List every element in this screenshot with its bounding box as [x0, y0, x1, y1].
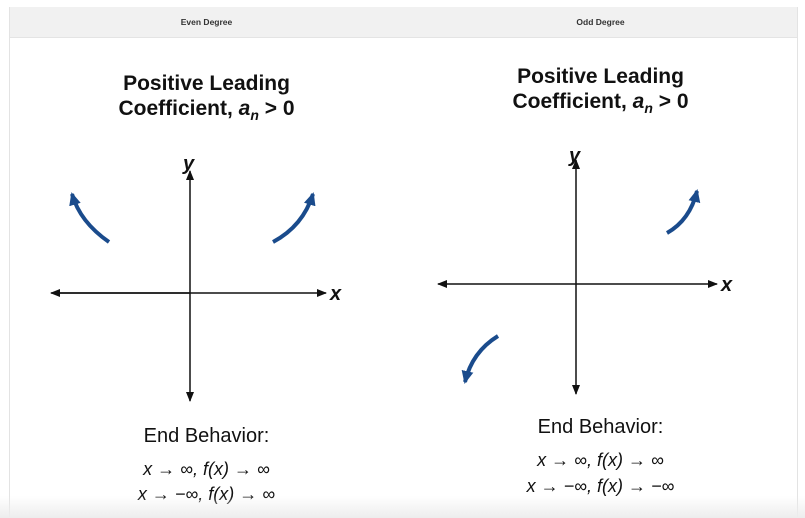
even-degree-panel: Positive Leading Coefficient, an > 0 x y [10, 38, 403, 518]
odd-title-variable: an [632, 90, 653, 117]
even-title-variable: an [238, 97, 259, 124]
odd-title-subscript: n [644, 100, 653, 117]
even-behavior-line-1: x → ∞, f(x) → ∞ [143, 459, 270, 479]
even-title-var: a [238, 97, 251, 120]
table-header-row: Even Degree Odd Degree [10, 7, 797, 38]
even-title-line2: Coefficient, an > 0 [10, 96, 403, 128]
odd-title-line2: Coefficient, an > 0 [404, 89, 797, 121]
even-title-line1: Positive Leading [123, 72, 290, 95]
odd-graph: x y [437, 145, 733, 395]
even-right-end-arrow [272, 192, 316, 244]
odd-left-end-arrow [461, 334, 500, 384]
odd-title-line1: Positive Leading [517, 65, 684, 88]
bottom-scroll-fade [0, 496, 805, 518]
column-header-odd-degree: Odd Degree [576, 17, 625, 27]
odd-degree-panel: Positive Leading Coefficient, an > 0 x y [404, 38, 797, 518]
odd-title-var: a [632, 90, 645, 113]
odd-title-prefix: Coefficient, [512, 90, 633, 113]
even-graph: x y [50, 153, 342, 402]
even-y-label: y [182, 153, 195, 175]
even-title-prefix: Coefficient, [118, 97, 239, 120]
even-end-behavior-label: End Behavior: [143, 425, 270, 447]
even-title-suffix: > 0 [258, 97, 295, 120]
odd-panel-title: Positive Leading Coefficient, an > 0 [404, 64, 797, 121]
odd-behavior-line-2: x → −∞, f(x) → −∞ [526, 476, 675, 496]
even-panel-title: Positive Leading Coefficient, an > 0 [10, 71, 403, 128]
odd-x-label: x [720, 274, 733, 296]
odd-end-behavior-label: End Behavior: [537, 416, 664, 438]
odd-y-label: y [568, 145, 581, 167]
even-title-subscript: n [250, 107, 259, 124]
column-header-even-degree: Even Degree [180, 17, 233, 27]
comparison-table: Even Degree Odd Degree Positive Leading … [9, 7, 798, 518]
odd-title-suffix: > 0 [652, 90, 689, 113]
odd-right-end-arrow [665, 189, 701, 235]
odd-behavior-line-1: x → ∞, f(x) → ∞ [537, 450, 664, 470]
even-x-label: x [329, 283, 342, 305]
even-left-end-arrow [69, 192, 111, 244]
